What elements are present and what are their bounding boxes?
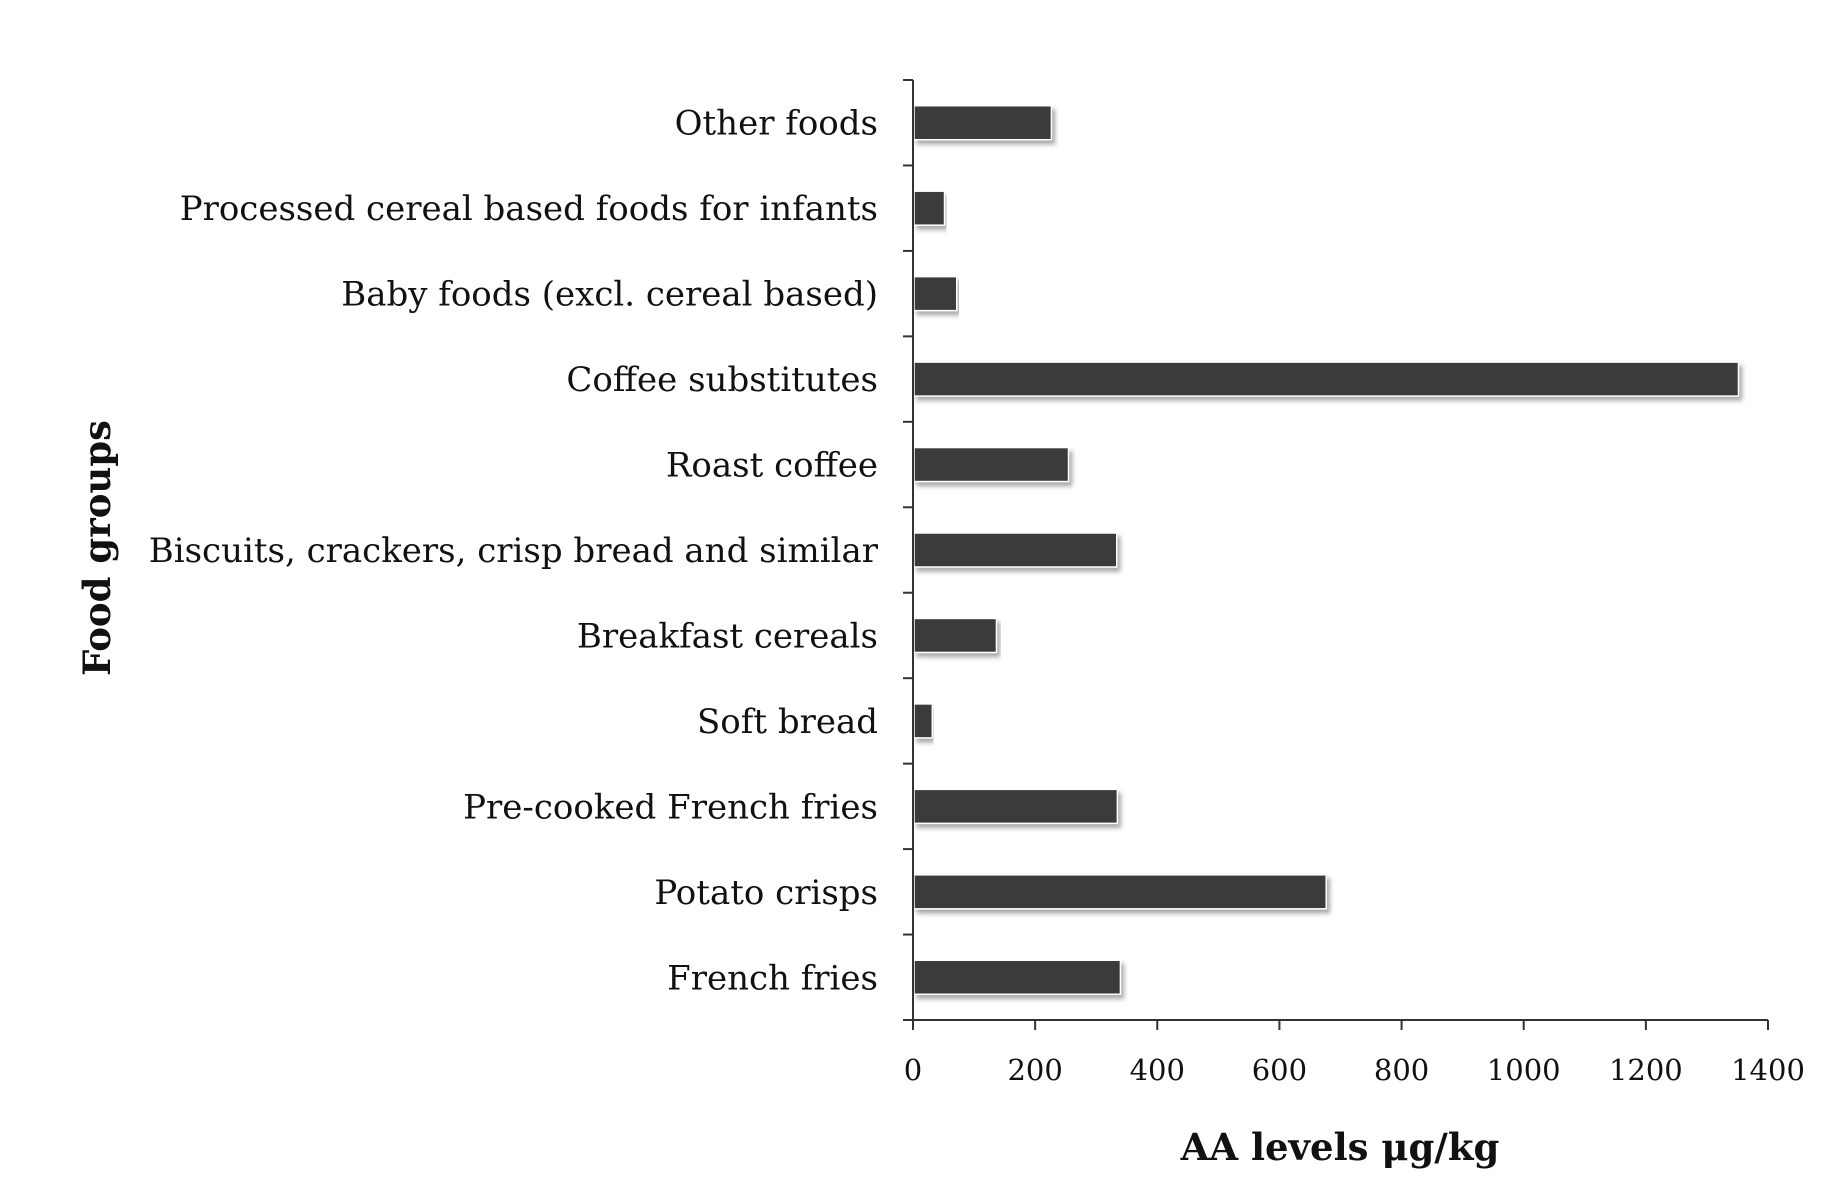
category-label-7: Coffee substitutes <box>566 360 878 400</box>
bar-2 <box>913 788 1119 825</box>
bar-10 <box>913 104 1053 141</box>
category-label-5: Biscuits, crackers, crisp bread and simi… <box>149 531 879 571</box>
y-axis-title: Food groups <box>75 420 119 676</box>
bar-1 <box>913 874 1327 910</box>
x-tick-label-4: 800 <box>1374 1053 1429 1087</box>
bar-5 <box>913 532 1118 568</box>
x-tick-label-6: 1200 <box>1609 1053 1683 1087</box>
labels-layer: French fries Potato crisps Pre-cooked Fren… <box>149 104 1805 1087</box>
category-label-9: Processed cereal based foods for infants <box>180 189 878 229</box>
bar-7 <box>913 361 1740 397</box>
category-label-3: Soft bread <box>697 702 878 742</box>
category-label-0: French fries <box>667 958 878 998</box>
x-tick-label-2: 400 <box>1130 1053 1185 1087</box>
x-tick-label-3: 600 <box>1252 1053 1307 1087</box>
category-label-1: Potato crisps <box>654 873 878 913</box>
x-axis-title: AA levels μg/kg <box>1180 1125 1500 1169</box>
category-label-4: Breakfast cereals <box>577 616 878 656</box>
axes-layer <box>903 79 1769 1030</box>
bar-4 <box>913 617 998 654</box>
category-label-10: Other foods <box>675 104 878 144</box>
category-label-2: Pre-cooked French fries <box>463 787 878 827</box>
bar-0 <box>913 959 1122 996</box>
category-label-8: Baby foods (excl. cereal based) <box>341 275 878 315</box>
bar-3 <box>913 703 934 739</box>
bar-8 <box>913 275 958 312</box>
x-tick-label-1: 200 <box>1007 1053 1062 1087</box>
x-tick-label-0: 0 <box>904 1053 922 1087</box>
bar-6 <box>913 446 1070 483</box>
bar-9 <box>913 190 946 226</box>
category-label-6: Roast coffee <box>666 446 878 486</box>
x-tick-label-5: 1000 <box>1487 1053 1561 1087</box>
x-tick-label-7: 1400 <box>1731 1053 1805 1087</box>
bars-layer <box>913 104 1740 996</box>
